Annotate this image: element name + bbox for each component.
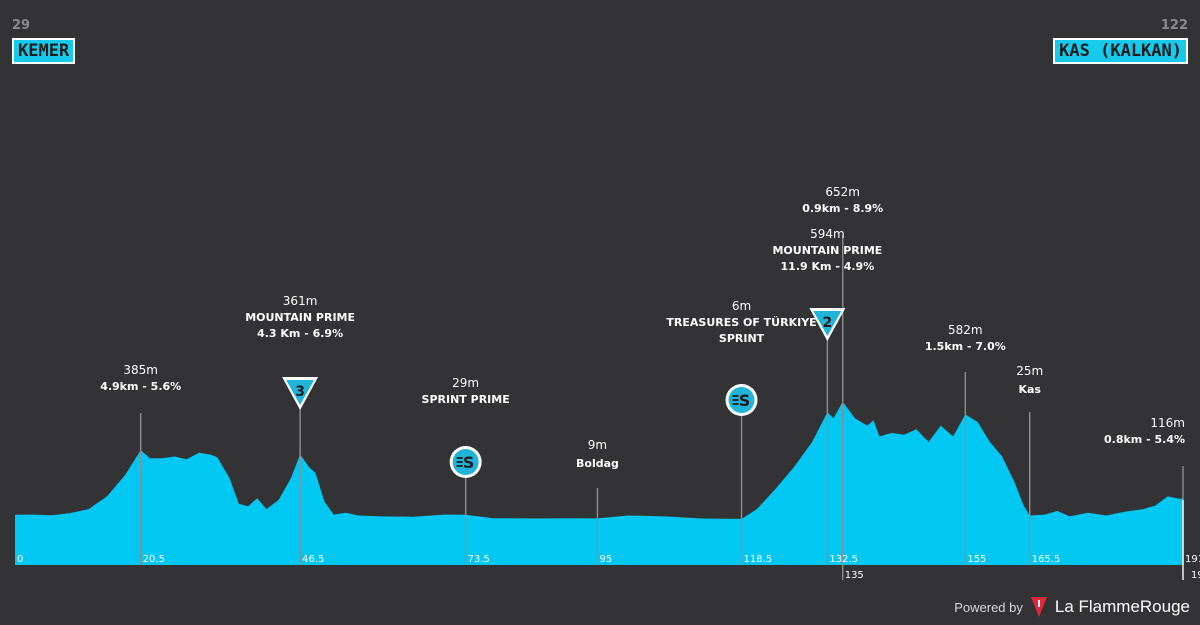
climb3-detail-label: 1.5km - 7.0% [925, 340, 1006, 353]
final-climb-elevation-label: 116m [1150, 416, 1185, 430]
treasures-sprint-s-glyph: S [739, 391, 751, 410]
summit-detail-label: 0.9km - 8.9% [802, 202, 883, 215]
boldag-km-tick: 95 [599, 554, 612, 565]
finish-km-tick: 190.5 [1191, 570, 1200, 581]
powered-by-label: Powered by [954, 599, 1023, 615]
treasures-sprint-title-label: TREASURES OF TÜRKIYE [666, 315, 816, 329]
mountain-prime-3-badge [286, 380, 315, 405]
finish-city-badge: KAS (KALKAN) [1053, 38, 1188, 64]
treasures-sprint-elevation-label: 6m [732, 299, 751, 313]
start-km-tick: 0 [17, 554, 23, 565]
start-elevation: 29 [12, 18, 31, 33]
mountain-prime-3-detail-label: 4.3 Km - 6.9% [257, 327, 343, 340]
sprint-prime-s-glyph: S [463, 453, 475, 472]
kas-elevation-label: 25m [1016, 364, 1043, 378]
flamme-rouge-logo-icon [1030, 597, 1047, 617]
brand-name: La FlammeRouge [1054, 597, 1190, 616]
treasures-sprint-title2-label: SPRINT [719, 332, 765, 345]
final-climb-km-tick: 191 [1185, 554, 1200, 565]
mountain-prime-2-badge [813, 311, 842, 336]
powered-by: Powered by La FlammeRouge [954, 597, 1190, 617]
climb3-km-tick: 155 [967, 554, 986, 565]
mountain-prime-3-km-tick: 46.5 [302, 554, 324, 565]
kas-km-tick: 165.5 [1032, 554, 1061, 565]
climb1-detail-label: 4.9km - 5.6% [100, 380, 181, 393]
sprint-prime-elevation-label: 29m [452, 376, 479, 390]
mountain-prime-3-category-label: 3 [295, 384, 305, 400]
finish-point: 122 KAS (KALKAN) [1053, 18, 1188, 64]
mountain-prime-3-elevation-label: 361m [283, 294, 318, 308]
summit-km-tick: 135 [845, 570, 864, 581]
mountain-prime-2-detail-label: 11.9 Km - 4.9% [781, 260, 875, 273]
mountain-prime-2-elevation-label: 594m [810, 227, 845, 241]
mountain-prime-2-category-label: 2 [823, 315, 833, 331]
mountain-prime-2-km-tick: 132.5 [829, 554, 858, 565]
sprint-prime-icon [452, 449, 479, 475]
finish-elevation: 122 [1160, 18, 1188, 33]
mountain-prime-2-title-label: MOUNTAIN PRIME [772, 244, 882, 257]
treasures-sprint-km-tick: 118.5 [744, 554, 773, 565]
start-city-badge: KEMER [12, 38, 76, 64]
boldag-place-label: Boldag [576, 457, 619, 470]
sprint-prime-km-tick: 73.5 [468, 554, 490, 565]
climb3-elevation-label: 582m [948, 323, 983, 337]
sprint-prime-title-label: SPRINT PRIME [422, 393, 510, 406]
mountain-prime-3-title-label: MOUNTAIN PRIME [245, 311, 355, 324]
climb1-km-tick: 20.5 [143, 554, 165, 565]
kas-place-label: Kas [1018, 383, 1041, 396]
final-climb-detail-label: 0.8km - 5.4% [1104, 433, 1185, 446]
boldag-elevation-label: 9m [588, 438, 607, 452]
start-point: 29 KEMER [12, 18, 76, 64]
climb1-elevation-label: 385m [123, 363, 158, 377]
summit-elevation-label: 652m [825, 185, 860, 199]
treasures-sprint-icon [728, 387, 755, 413]
profile-area [15, 401, 1183, 565]
